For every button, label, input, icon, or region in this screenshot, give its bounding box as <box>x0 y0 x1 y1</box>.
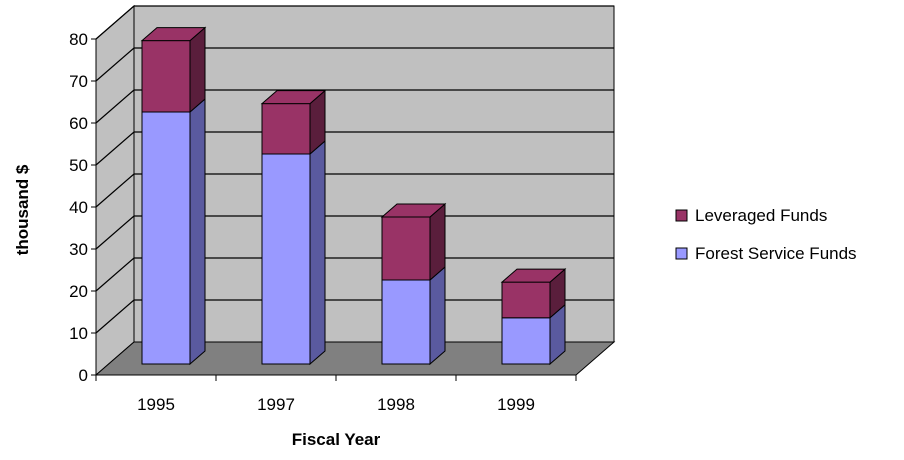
bar-top-face <box>500 268 567 283</box>
x-tick-label: 1997 <box>257 395 295 414</box>
bar-top-face <box>380 203 447 218</box>
legend-item: Leveraged Funds <box>675 206 827 225</box>
x-tick-label: 1999 <box>497 395 535 414</box>
bar-front-face <box>501 317 551 365</box>
y-tick-label: 40 <box>69 198 88 217</box>
x-tick-labels: 1995 1997 1998 1999 <box>137 395 535 414</box>
bar-front-face <box>381 216 431 281</box>
bars <box>140 26 567 366</box>
gridline <box>95 215 614 250</box>
bar-1995-leveraged-funds <box>140 26 207 114</box>
legend-label: Leveraged Funds <box>695 206 827 225</box>
y-tick-label: 20 <box>69 282 88 301</box>
gridline <box>95 131 614 166</box>
y-tick-label: 10 <box>69 324 88 343</box>
bar-top-face <box>260 90 327 105</box>
bar-side-face <box>429 265 446 366</box>
legend-swatch <box>675 247 688 260</box>
legend-label: Forest Service Funds <box>695 244 857 263</box>
bar-1997-forest-service-funds <box>261 139 326 366</box>
gridlines <box>95 5 614 334</box>
bar-front-face <box>261 153 311 365</box>
gridline <box>95 257 614 292</box>
gridline <box>95 5 614 40</box>
legend: Leveraged Funds Forest Service Funds <box>675 206 857 263</box>
bar-front-face <box>501 281 551 319</box>
gridline <box>95 47 614 82</box>
legend-item: Forest Service Funds <box>675 244 857 263</box>
gridline <box>95 89 614 124</box>
bar-1998-leveraged-funds <box>380 202 447 282</box>
bar-front-face <box>261 103 311 155</box>
bar-side-face <box>189 97 206 366</box>
bar-1997-leveraged-funds <box>260 89 327 156</box>
axes <box>91 38 577 381</box>
legend-swatch <box>675 209 688 222</box>
x-tick-label: 1995 <box>137 395 175 414</box>
bar-side-face <box>189 26 206 114</box>
bar-1999-forest-service-funds <box>501 303 566 366</box>
y-tick-label: 80 <box>69 30 88 49</box>
bar-1998-forest-service-funds <box>381 265 446 366</box>
x-axis-title: Fiscal Year <box>292 430 381 449</box>
y-tick-labels: 0 10 20 30 40 50 60 70 80 <box>69 30 88 385</box>
gridline <box>95 299 614 334</box>
x-tick-label: 1998 <box>377 395 415 414</box>
bar-1995-forest-service-funds <box>141 97 206 366</box>
y-tick-label: 0 <box>79 366 88 385</box>
gridline <box>95 173 614 208</box>
bar-front-face <box>141 40 191 113</box>
bar-front-face <box>141 111 191 365</box>
y-tick-label: 70 <box>69 72 88 91</box>
bar-1999-leveraged-funds <box>500 268 567 319</box>
y-axis-title: thousand $ <box>13 164 32 255</box>
y-tick-label: 50 <box>69 156 88 175</box>
bar-front-face <box>381 279 431 365</box>
y-tick-label: 30 <box>69 240 88 259</box>
y-tick-label: 60 <box>69 114 88 133</box>
bar-top-face <box>140 27 207 42</box>
bar-side-face <box>309 139 326 366</box>
